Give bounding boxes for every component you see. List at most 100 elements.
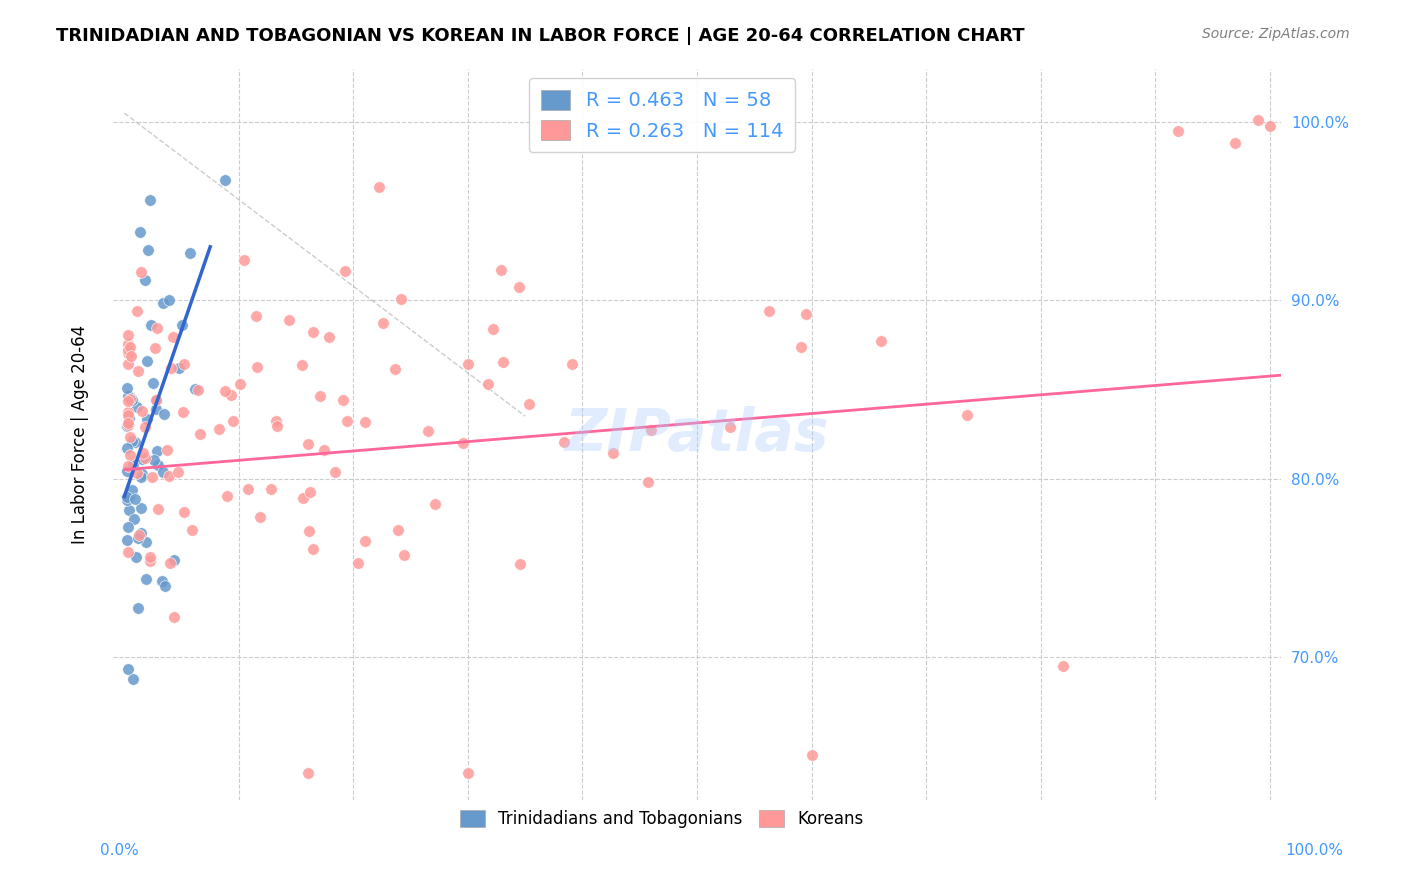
- Point: [127, 467, 149, 481]
- Point: [208, 421, 231, 435]
- Point: [1052, 658, 1074, 673]
- Point: [129, 500, 152, 515]
- Point: [188, 427, 211, 442]
- Point: [117, 343, 139, 358]
- Point: [117, 337, 139, 351]
- Point: [264, 414, 287, 428]
- Point: [117, 662, 139, 676]
- Point: [117, 416, 139, 430]
- Point: [179, 245, 201, 260]
- Point: [117, 357, 139, 371]
- Point: [489, 263, 512, 277]
- Point: [451, 436, 474, 450]
- Point: [117, 409, 139, 423]
- Point: [117, 544, 139, 558]
- Point: [117, 346, 139, 360]
- Point: [117, 328, 139, 343]
- Point: [139, 193, 162, 207]
- Text: TRINIDADIAN AND TOBAGONIAN VS KOREAN IN LABOR FORCE | AGE 20-64 CORRELATION CHAR: TRINIDADIAN AND TOBAGONIAN VS KOREAN IN …: [56, 27, 1025, 45]
- Point: [143, 341, 166, 355]
- Point: [124, 434, 146, 449]
- Point: [146, 458, 169, 472]
- Point: [291, 491, 314, 505]
- Point: [125, 550, 148, 565]
- Point: [509, 557, 531, 571]
- Point: [115, 381, 138, 395]
- Point: [347, 556, 370, 570]
- Point: [602, 446, 624, 460]
- Point: [508, 280, 530, 294]
- Point: [122, 512, 145, 526]
- Text: 100.0%: 100.0%: [1285, 843, 1344, 858]
- Point: [142, 376, 165, 390]
- Point: [457, 765, 479, 780]
- Point: [115, 491, 138, 505]
- Point: [163, 610, 186, 624]
- Point: [298, 524, 321, 538]
- Point: [416, 424, 439, 438]
- Point: [790, 340, 813, 354]
- Y-axis label: In Labor Force | Age 20-64: In Labor Force | Age 20-64: [72, 325, 89, 543]
- Point: [291, 358, 314, 372]
- Point: [640, 423, 662, 437]
- Point: [353, 415, 375, 429]
- Point: [118, 340, 141, 354]
- Point: [425, 497, 447, 511]
- Point: [186, 383, 208, 397]
- Point: [160, 361, 183, 376]
- Point: [173, 358, 195, 372]
- Point: [314, 442, 336, 457]
- Point: [138, 243, 160, 257]
- Point: [159, 556, 181, 570]
- Point: [124, 491, 146, 506]
- Point: [129, 265, 152, 279]
- Point: [152, 407, 174, 421]
- Point: [215, 489, 238, 503]
- Point: [389, 292, 412, 306]
- Point: [122, 458, 145, 472]
- Point: [127, 531, 149, 545]
- Text: Source: ZipAtlas.com: Source: ZipAtlas.com: [1202, 27, 1350, 41]
- Point: [145, 393, 167, 408]
- Point: [371, 316, 394, 330]
- Point: [118, 448, 141, 462]
- Point: [128, 528, 150, 542]
- Point: [297, 765, 319, 780]
- Point: [117, 520, 139, 534]
- Point: [134, 273, 156, 287]
- Point: [134, 420, 156, 434]
- Point: [120, 390, 142, 404]
- Point: [482, 321, 505, 335]
- Point: [167, 465, 190, 479]
- Point: [1247, 113, 1270, 128]
- Point: [246, 359, 269, 374]
- Point: [127, 601, 149, 615]
- Point: [266, 419, 288, 434]
- Point: [115, 464, 138, 478]
- Point: [148, 502, 170, 516]
- Point: [214, 384, 236, 398]
- Point: [121, 434, 143, 448]
- Point: [718, 419, 741, 434]
- Point: [129, 525, 152, 540]
- Point: [170, 318, 193, 332]
- Point: [238, 482, 260, 496]
- Point: [517, 397, 540, 411]
- Point: [135, 412, 157, 426]
- Point: [135, 535, 157, 549]
- Point: [392, 548, 415, 562]
- Point: [145, 392, 167, 407]
- Point: [131, 451, 153, 466]
- Point: [222, 414, 245, 428]
- Point: [131, 467, 153, 482]
- Point: [318, 330, 340, 344]
- Point: [245, 309, 267, 323]
- Point: [233, 252, 256, 267]
- Point: [120, 430, 142, 444]
- Point: [146, 444, 169, 458]
- Point: [125, 304, 148, 318]
- Point: [129, 470, 152, 484]
- Point: [146, 321, 169, 335]
- Point: [162, 329, 184, 343]
- Point: [323, 465, 346, 479]
